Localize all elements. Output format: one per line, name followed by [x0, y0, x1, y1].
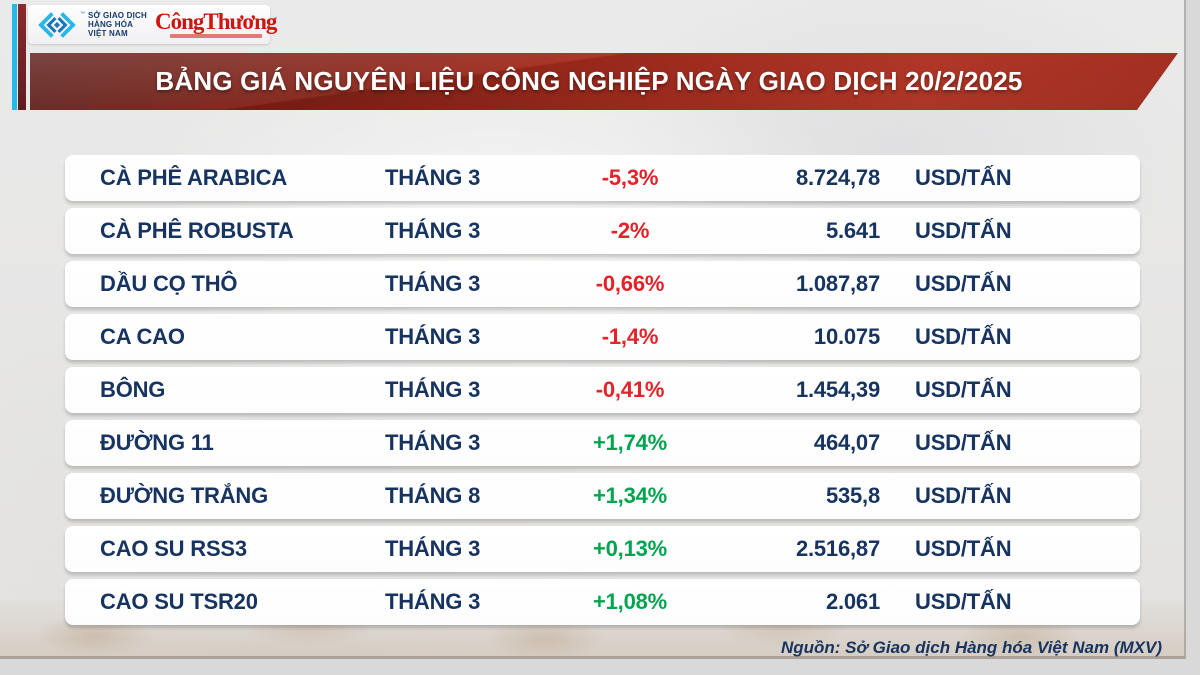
row-price: 535,8 [825, 483, 880, 508]
source-credit: Nguồn: Sở Giao dịch Hàng hóa Việt Nam (M… [780, 638, 1162, 657]
table-row: CAO SU TSR20 THÁNG 3 +1,08% 2.061 USD/TẤ… [65, 579, 1140, 625]
row-price: 5.641 [825, 218, 880, 243]
row-unit: USD/TẤN [915, 589, 1012, 614]
left-accent-stripe-cyan [12, 4, 17, 110]
price-table: CÀ PHÊ ARABICA THÁNG 3 -5,3% 8.724,78 US… [65, 155, 1140, 632]
row-month: THÁNG 3 [385, 430, 481, 455]
mxv-wordmark-line1: SỞ GIAO DỊCH [88, 11, 148, 20]
table-row: BÔNG THÁNG 3 -0,41% 1.454,39 USD/TẤN [65, 367, 1140, 413]
row-month: THÁNG 3 [385, 165, 481, 190]
row-price: 2.061 [825, 589, 880, 614]
mxv-logo-icon [38, 11, 76, 38]
row-commodity: CÀ PHÊ ROBUSTA [100, 218, 294, 243]
row-month: THÁNG 3 [385, 218, 481, 243]
left-accent-stripe-maroon [18, 4, 26, 110]
table-row: CÀ PHÊ ROBUSTA THÁNG 3 -2% 5.641 USD/TẤN [65, 208, 1140, 254]
mxv-wordmark-line3: VIỆT NAM [88, 29, 128, 38]
row-month: THÁNG 3 [385, 536, 481, 561]
row-price: 464,07 [813, 430, 880, 455]
row-unit: USD/TẤN [915, 430, 1012, 455]
row-commodity: ĐƯỜNG TRẮNG [100, 483, 269, 508]
row-month: THÁNG 8 [385, 483, 481, 508]
logo-plate: ™ SỞ GIAO DỊCH HÀNG HÓA VIỆT NAM CôngThư… [28, 5, 277, 44]
congthuong-logo: CôngThương [155, 9, 277, 38]
row-change: -1,4% [601, 324, 659, 349]
mxv-trademark: ™ [80, 11, 85, 17]
table-row: ĐƯỜNG TRẮNG THÁNG 8 +1,34% 535,8 USD/TẤN [65, 473, 1140, 519]
table-row: CÀ PHÊ ARABICA THÁNG 3 -5,3% 8.724,78 US… [65, 155, 1140, 201]
table-row: ĐƯỜNG 11 THÁNG 3 +1,74% 464,07 USD/TẤN [65, 420, 1140, 466]
mxv-wordmark: SỞ GIAO DỊCH HÀNG HÓA VIỆT NAM [88, 11, 147, 38]
row-change: -5,3% [601, 165, 659, 190]
table-row: CA CAO THÁNG 3 -1,4% 10.075 USD/TẤN [65, 314, 1140, 360]
row-price: 2.516,87 [795, 536, 880, 561]
row-change: -0,41% [595, 377, 665, 402]
page-title: BẢNG GIÁ NGUYÊN LIỆU CÔNG NGHIỆP NGÀY GI… [155, 66, 1023, 96]
row-change: -2% [610, 218, 650, 243]
row-commodity: BÔNG [100, 377, 166, 402]
title-banner: BẢNG GIÁ NGUYÊN LIỆU CÔNG NGHIỆP NGÀY GI… [30, 53, 1178, 110]
row-change: +1,74% [592, 430, 668, 455]
congthuong-wordmark: CôngThương [155, 9, 277, 34]
table-row: CAO SU RSS3 THÁNG 3 +0,13% 2.516,87 USD/… [65, 526, 1140, 572]
row-change: +0,13% [592, 536, 668, 561]
row-unit: USD/TẤN [915, 218, 1012, 243]
row-month: THÁNG 3 [385, 377, 481, 402]
row-price: 1.454,39 [795, 377, 880, 402]
row-change: +1,34% [592, 483, 668, 508]
row-unit: USD/TẤN [915, 271, 1012, 296]
table-row: DẦU CỌ THÔ THÁNG 3 -0,66% 1.087,87 USD/T… [65, 261, 1140, 307]
infographic-card: ™ SỞ GIAO DỊCH HÀNG HÓA VIỆT NAM CôngThư… [0, 0, 1186, 659]
row-unit: USD/TẤN [915, 536, 1012, 561]
row-commodity: CAO SU TSR20 [100, 589, 258, 614]
mxv-wordmark-line2: HÀNG HÓA [88, 20, 134, 29]
row-unit: USD/TẤN [915, 165, 1012, 190]
row-month: THÁNG 3 [385, 324, 481, 349]
row-month: THÁNG 3 [385, 589, 481, 614]
row-price: 8.724,78 [795, 165, 880, 190]
row-unit: USD/TẤN [915, 483, 1012, 508]
row-commodity: CA CAO [100, 324, 185, 349]
row-price: 10.075 [813, 324, 880, 349]
row-unit: USD/TẤN [915, 324, 1012, 349]
row-commodity: DẦU CỌ THÔ [100, 271, 238, 296]
row-commodity: CAO SU RSS3 [100, 536, 247, 561]
row-commodity: CÀ PHÊ ARABICA [100, 165, 288, 190]
row-unit: USD/TẤN [915, 377, 1012, 402]
row-price: 1.087,87 [795, 271, 880, 296]
row-change: -0,66% [595, 271, 665, 296]
row-month: THÁNG 3 [385, 271, 481, 296]
row-change: +1,08% [592, 589, 668, 614]
row-commodity: ĐƯỜNG 11 [100, 430, 214, 455]
congthuong-tagline [169, 34, 262, 38]
